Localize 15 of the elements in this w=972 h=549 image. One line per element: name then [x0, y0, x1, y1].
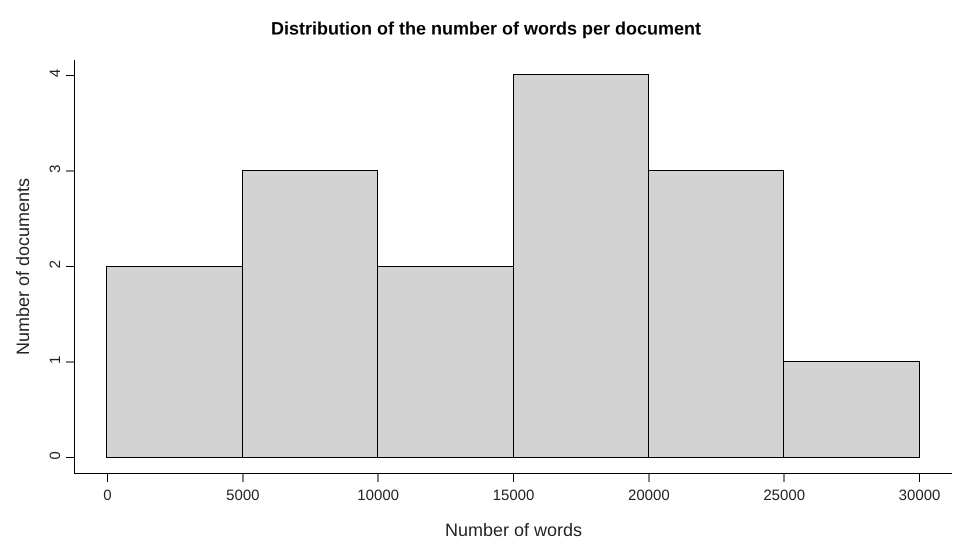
x-tick-label: 15000 [492, 487, 534, 504]
y-tick-label: 3 [47, 164, 64, 173]
y-tick-label: 0 [47, 451, 64, 460]
x-tick-label: 5000 [226, 487, 260, 504]
y-axis-title: Number of documents [13, 178, 34, 356]
chart-title: Distribution of the number of words per document [271, 18, 701, 39]
x-tick-label: 25000 [763, 487, 806, 504]
x-tick-label: 30000 [898, 487, 940, 504]
y-tick-label: 1 [47, 356, 64, 364]
y-tick-label: 2 [47, 260, 64, 268]
x-axis-title: Number of words [444, 520, 582, 540]
x-tick-label: 10000 [357, 487, 400, 504]
x-tick-label: 20000 [628, 487, 670, 504]
x-tick-label: 0 [103, 487, 112, 504]
y-tick-label: 4 [47, 68, 64, 78]
